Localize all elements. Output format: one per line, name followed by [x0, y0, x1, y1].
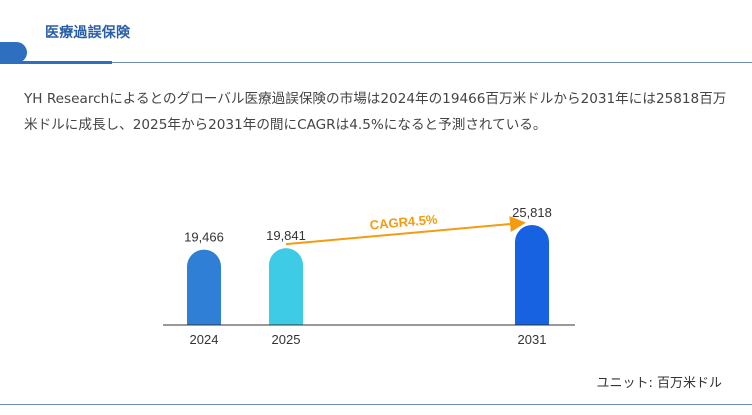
category-label-2031: 2031 [518, 332, 547, 347]
category-label-2024: 2024 [190, 332, 219, 347]
bar-2024 [187, 249, 221, 325]
value-label-2031: 25,818 [512, 205, 552, 220]
cagr-label: CAGR4.5% [369, 212, 438, 233]
header-tab-marker [0, 42, 27, 63]
bottom-divider [0, 404, 752, 405]
market-bar-chart: 19,466 2024 19,841 2025 25,818 2031 CAGR4.5% [163, 205, 575, 347]
section-header: 医療過誤保険 [0, 0, 752, 66]
cagr-arrow [285, 216, 526, 246]
market-description: YH Researchによるとのグローバル医療過誤保険の市場は2024年の194… [24, 91, 727, 133]
bar-2025 [269, 248, 303, 325]
header-divider [112, 62, 752, 63]
bar-2031 [515, 225, 549, 325]
unit-note: ユニット: 百万米ドル [596, 376, 722, 391]
value-label-2025: 19,841 [266, 228, 306, 243]
value-label-2024: 19,466 [184, 230, 224, 245]
section-title: 医療過誤保険 [45, 25, 131, 41]
header-accent-rule [0, 61, 112, 64]
category-label-2025: 2025 [272, 332, 301, 347]
